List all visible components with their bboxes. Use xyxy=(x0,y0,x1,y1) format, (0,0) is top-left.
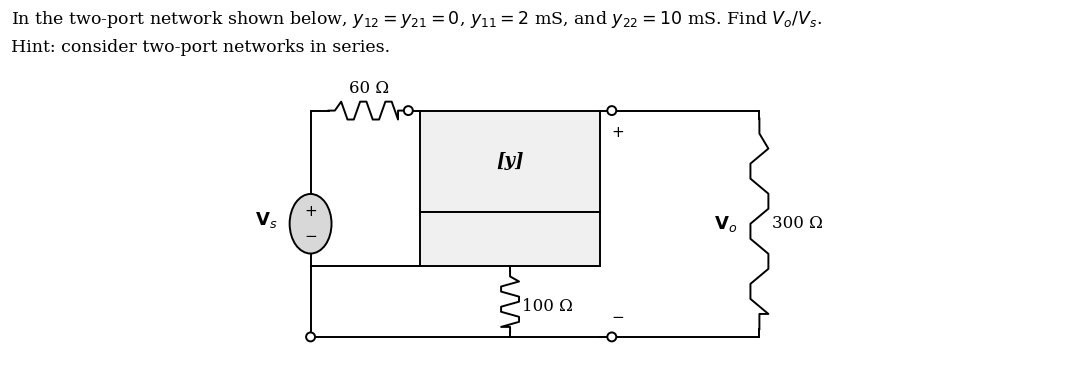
Text: 60 Ω: 60 Ω xyxy=(349,80,390,97)
Text: [y]: [y] xyxy=(497,152,523,170)
Bar xyxy=(421,111,600,212)
Text: −: − xyxy=(304,229,317,244)
Bar xyxy=(421,212,600,266)
Text: 100 Ω: 100 Ω xyxy=(522,298,572,315)
Circle shape xyxy=(404,106,413,115)
Circle shape xyxy=(608,332,616,341)
Ellipse shape xyxy=(289,194,331,253)
Text: $\mathbf{V}_o$: $\mathbf{V}_o$ xyxy=(714,214,738,234)
Text: −: − xyxy=(611,310,624,325)
Text: In the two-port network shown below, $y_{12} = y_{21} = 0$, $y_{11} = 2$ mS, and: In the two-port network shown below, $y_… xyxy=(12,10,822,30)
Text: +: + xyxy=(611,125,624,140)
Text: $\mathbf{V}_s$: $\mathbf{V}_s$ xyxy=(255,210,278,230)
Circle shape xyxy=(608,106,616,115)
Text: 300 Ω: 300 Ω xyxy=(772,215,823,232)
Circle shape xyxy=(307,332,315,341)
Text: Hint: consider two-port networks in series.: Hint: consider two-port networks in seri… xyxy=(12,39,391,56)
Text: +: + xyxy=(304,204,317,219)
